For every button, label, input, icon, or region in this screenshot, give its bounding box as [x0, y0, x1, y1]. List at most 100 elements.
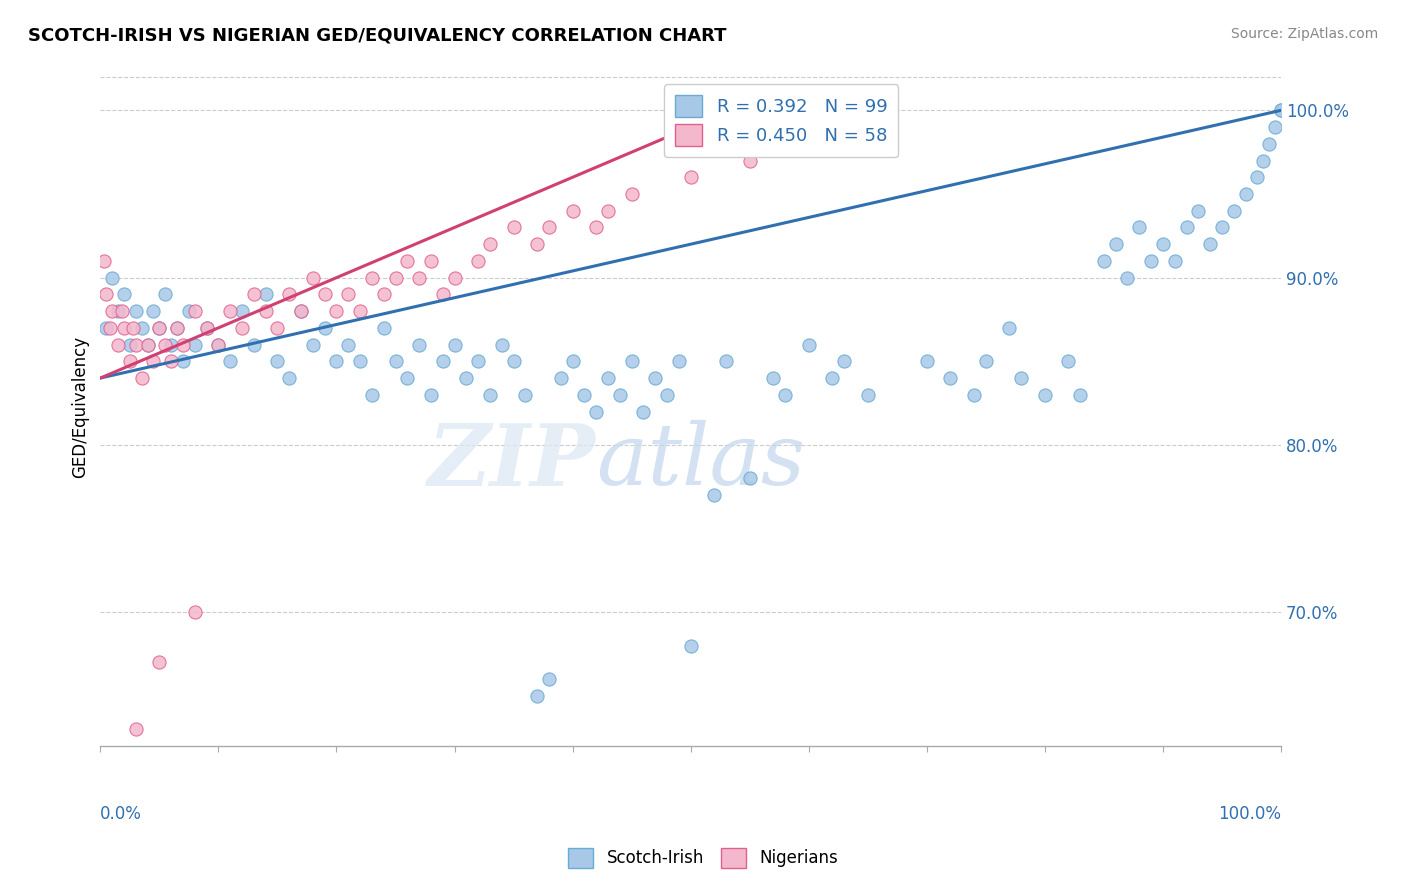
Point [337, 287, 360, 301]
Point [243, 337, 266, 351]
Point [396, 254, 419, 268]
Point [1010, 371, 1032, 385]
Point [915, 354, 938, 368]
Point [443, 337, 465, 351]
Point [184, 304, 207, 318]
Point [1264, 120, 1286, 134]
Point [219, 304, 242, 318]
Point [195, 321, 218, 335]
Point [349, 304, 371, 318]
Point [254, 304, 277, 318]
Point [537, 672, 560, 686]
Point [195, 321, 218, 335]
Point [96, 287, 118, 301]
Point [1270, 103, 1292, 118]
Point [1258, 136, 1281, 151]
Point [1270, 103, 1292, 118]
Point [526, 689, 548, 703]
Text: atlas: atlas [596, 420, 806, 503]
Point [112, 287, 135, 301]
Point [1152, 237, 1174, 252]
Point [1140, 254, 1163, 268]
Point [93, 254, 115, 268]
Point [1116, 270, 1139, 285]
Point [633, 404, 655, 418]
Point [125, 723, 148, 737]
Point [1092, 254, 1115, 268]
Point [502, 220, 524, 235]
Point [101, 270, 124, 285]
Point [1222, 203, 1244, 218]
Point [290, 304, 312, 318]
Point [762, 371, 785, 385]
Point [1234, 186, 1257, 201]
Point [361, 270, 384, 285]
Point [396, 371, 419, 385]
Point [373, 287, 395, 301]
Point [155, 287, 177, 301]
Point [668, 354, 690, 368]
Point [122, 321, 145, 335]
Point [419, 254, 441, 268]
Point [974, 354, 997, 368]
Point [337, 337, 360, 351]
Point [585, 404, 607, 418]
Point [679, 639, 702, 653]
Point [1069, 388, 1091, 402]
Point [515, 388, 537, 402]
Point [148, 321, 170, 335]
Point [491, 337, 513, 351]
Point [797, 337, 820, 351]
Point [655, 388, 678, 402]
Point [107, 304, 129, 318]
Point [939, 371, 962, 385]
Point [302, 337, 325, 351]
Point [679, 170, 702, 185]
Point [773, 388, 796, 402]
Point [1128, 220, 1150, 235]
Text: SCOTCH-IRISH VS NIGERIAN GED/EQUIVALENCY CORRELATION CHART: SCOTCH-IRISH VS NIGERIAN GED/EQUIVALENCY… [28, 27, 727, 45]
Point [166, 321, 188, 335]
Point [112, 321, 135, 335]
Point [207, 337, 229, 351]
Point [177, 304, 200, 318]
Point [142, 354, 165, 368]
Point [231, 321, 253, 335]
Point [278, 287, 301, 301]
Point [125, 337, 148, 351]
Point [325, 304, 347, 318]
Point [408, 270, 430, 285]
Point [1246, 170, 1268, 185]
Point [207, 337, 229, 351]
Point [290, 304, 312, 318]
Point [478, 237, 501, 252]
Point [408, 337, 430, 351]
Point [526, 237, 548, 252]
Point [419, 388, 441, 402]
Point [456, 371, 478, 385]
Point [373, 321, 395, 335]
Point [1211, 220, 1233, 235]
Point [118, 354, 141, 368]
Point [644, 371, 666, 385]
Point [596, 371, 619, 385]
Point [325, 354, 347, 368]
Point [432, 354, 454, 368]
Text: 100.0%: 100.0% [1218, 805, 1281, 822]
Point [537, 220, 560, 235]
Point [361, 388, 384, 402]
Point [98, 321, 121, 335]
Point [432, 287, 454, 301]
Point [738, 153, 761, 168]
Point [1033, 388, 1056, 402]
Point [443, 270, 465, 285]
Point [574, 388, 596, 402]
Point [110, 304, 132, 318]
Point [172, 354, 194, 368]
Legend: Scotch-Irish, Nigerians: Scotch-Irish, Nigerians [561, 841, 845, 875]
Point [314, 321, 336, 335]
Point [131, 371, 153, 385]
Point [832, 354, 855, 368]
Point [467, 354, 489, 368]
Point [166, 321, 188, 335]
